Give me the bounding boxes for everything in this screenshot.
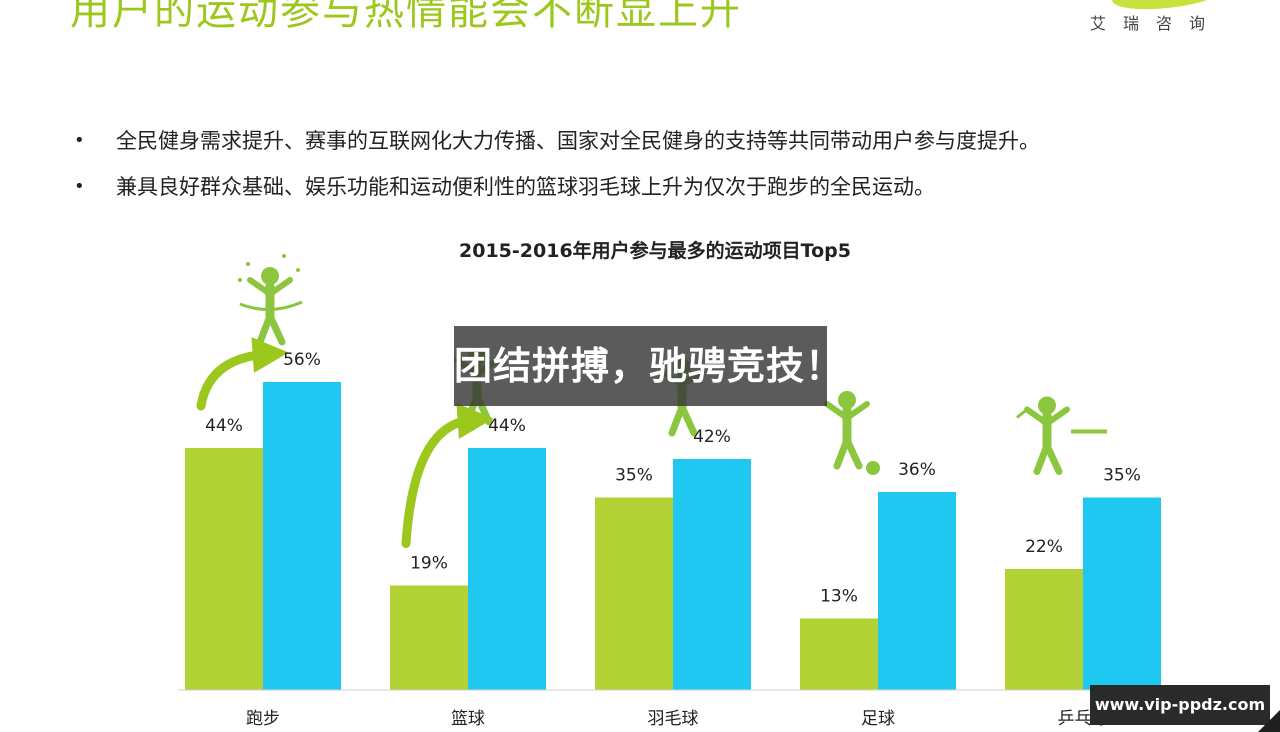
bar-2015 bbox=[595, 497, 673, 690]
category-label: 跑步 bbox=[246, 709, 280, 729]
value-label-2016: 36% bbox=[898, 460, 936, 480]
bar-2016 bbox=[878, 492, 956, 690]
value-label-2015: 22% bbox=[1025, 537, 1063, 557]
bar-2015 bbox=[185, 448, 263, 690]
soccer-player-icon bbox=[824, 391, 880, 475]
bar-2016 bbox=[1083, 497, 1161, 690]
bar-2015 bbox=[800, 618, 878, 690]
growth-arrow-icon bbox=[196, 337, 289, 411]
category-label: 足球 bbox=[861, 709, 895, 729]
brand-name: 艾瑞咨询 bbox=[1089, 14, 1222, 33]
value-label-2015: 35% bbox=[615, 466, 653, 486]
chart-title: 2015-2016年用户参与最多的运动项目Top5 bbox=[459, 240, 851, 262]
bullet-list: 全民健身需求提升、赛事的互联网化大力传播、国家对全民健身的支持等共同带动用户参与… bbox=[74, 118, 1254, 210]
bar-2016 bbox=[673, 459, 751, 690]
value-label-2016: 42% bbox=[693, 427, 731, 447]
bullet-item: 兼具良好群众基础、娱乐功能和运动便利性的篮球羽毛球上升为仅次于跑步的全民运动。 bbox=[74, 164, 1254, 210]
brand-logo: 艾瑞咨询 bbox=[1052, 0, 1224, 34]
value-label-2015: 44% bbox=[205, 416, 243, 436]
value-label-2015: 13% bbox=[820, 587, 858, 607]
runner-finish-icon bbox=[238, 254, 303, 346]
bar-2015 bbox=[1005, 569, 1083, 690]
category-label: 篮球 bbox=[451, 709, 485, 729]
bar-2015 bbox=[390, 585, 468, 690]
bullet-item: 全民健身需求提升、赛事的互联网化大力传播、国家对全民健身的支持等共同带动用户参与… bbox=[74, 118, 1254, 164]
value-label-2016: 44% bbox=[488, 416, 526, 436]
table-tennis-player-icon bbox=[1016, 396, 1107, 475]
growth-arrow-icon bbox=[401, 403, 494, 548]
value-label-2016: 35% bbox=[1103, 466, 1141, 486]
bar-2016 bbox=[263, 382, 341, 690]
page-headline: 用户的运动参与热情能会不断显上升 bbox=[70, 0, 742, 34]
watermark-link[interactable]: www.vip-ppdz.com bbox=[1090, 685, 1270, 725]
category-label: 羽毛球 bbox=[648, 709, 699, 729]
bar-2016 bbox=[468, 448, 546, 690]
promo-banner: 团结拼搏，驰骋竞技！ bbox=[454, 326, 827, 406]
value-label-2016: 56% bbox=[283, 350, 321, 370]
page-curl-corner bbox=[1258, 710, 1280, 732]
value-label-2015: 19% bbox=[410, 554, 448, 574]
